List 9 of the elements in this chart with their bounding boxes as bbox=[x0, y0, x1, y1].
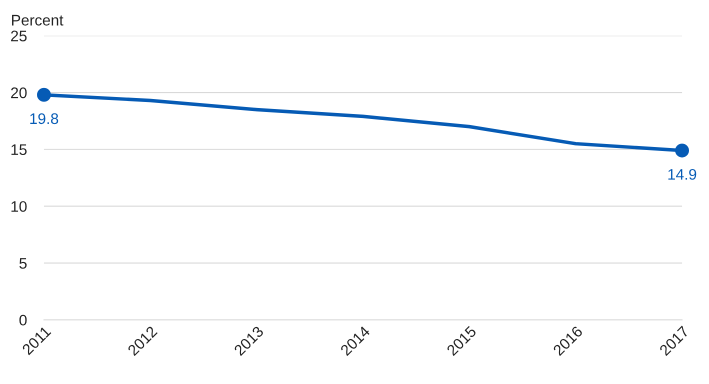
y-tick-label: 15 bbox=[11, 144, 27, 156]
data-label: 14.9 bbox=[668, 168, 696, 180]
y-tick-label: 0 bbox=[19, 314, 27, 326]
data-label: 19.8 bbox=[30, 113, 58, 124]
y-tick-label: 5 bbox=[19, 258, 27, 269]
y-axis-title: Percent bbox=[12, 14, 64, 26]
y-tick-label: 10 bbox=[11, 201, 27, 212]
y-tick-label: 20 bbox=[11, 87, 27, 98]
y-tick-label: 25 bbox=[11, 30, 27, 42]
